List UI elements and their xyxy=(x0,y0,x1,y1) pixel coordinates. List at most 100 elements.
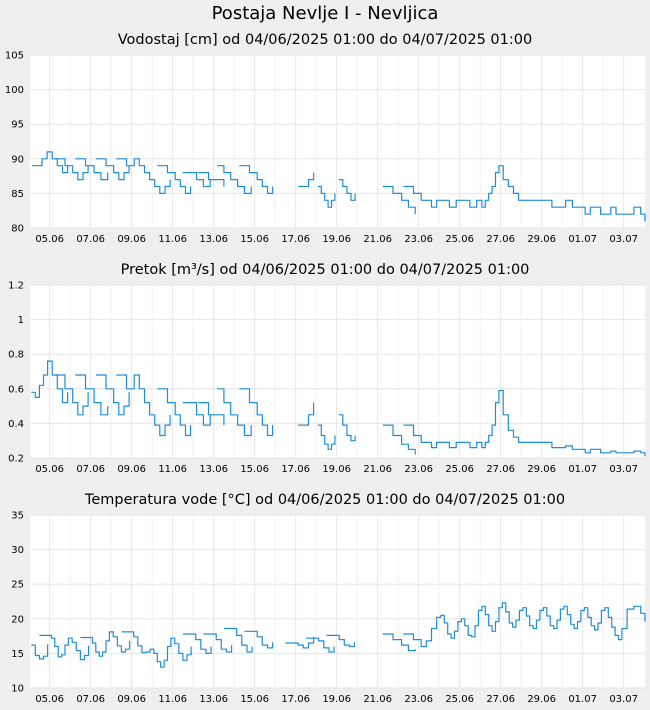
x-tick-label: 27.06 xyxy=(486,464,515,475)
x-tick-label: 03.07 xyxy=(609,464,638,475)
x-tick-label: 17.06 xyxy=(281,464,310,475)
y-tick-label: 95 xyxy=(11,120,24,131)
y-tick-label: 0.8 xyxy=(8,350,24,361)
chart-title-discharge: Pretok [m³/s] od 04/06/2025 01:00 do 04/… xyxy=(120,262,530,278)
x-tick-label: 25.06 xyxy=(445,234,474,245)
series-line-segment xyxy=(403,165,646,222)
x-tick-label: 05.06 xyxy=(35,234,64,245)
y-tick-label: 0.4 xyxy=(8,419,24,430)
y-tick-label: 15 xyxy=(11,649,24,660)
y-tick-label: 10 xyxy=(11,684,24,695)
y-tick-label: 100 xyxy=(5,85,24,96)
x-tick-label: 05.06 xyxy=(35,694,64,705)
series-line-segment xyxy=(317,185,336,208)
series-line-segment xyxy=(31,151,69,174)
series-line-segment xyxy=(338,414,356,442)
x-tick-label: 23.06 xyxy=(404,464,433,475)
series-line-segment xyxy=(298,172,315,188)
series-line-segment xyxy=(95,158,130,181)
series-line-segment xyxy=(75,158,109,181)
series-line-segment xyxy=(75,374,109,416)
y-tick-label: 80 xyxy=(11,224,24,235)
series-line-segment xyxy=(182,402,211,426)
series-line-segment xyxy=(403,389,646,457)
x-tick-label: 25.06 xyxy=(445,694,474,705)
x-tick-label: 07.06 xyxy=(76,234,105,245)
series-line-segment xyxy=(95,374,130,416)
series-line-segment xyxy=(54,158,89,181)
chart-title-water-level: Vodostaj [cm] od 04/06/2025 01:00 do 04/… xyxy=(117,32,533,48)
x-tick-label: 15.06 xyxy=(240,694,269,705)
x-tick-label: 27.06 xyxy=(486,234,515,245)
series-line-segment xyxy=(198,172,225,187)
series-line-segment xyxy=(121,631,192,668)
series-line-segment xyxy=(223,627,253,653)
series-line-segment xyxy=(317,424,336,450)
series-line-segment xyxy=(182,633,212,654)
x-tick-label: 11.06 xyxy=(158,464,187,475)
series-line-segment xyxy=(217,165,252,194)
series-line-segment xyxy=(244,630,274,649)
series-line-segment xyxy=(382,185,416,215)
series-line-segment xyxy=(182,172,211,188)
x-tick-label: 19.06 xyxy=(322,464,351,475)
y-tick-label: 0.6 xyxy=(8,384,24,395)
x-tick-label: 03.07 xyxy=(609,694,638,705)
series-line-segment xyxy=(54,374,89,416)
series-line-segment xyxy=(305,637,335,653)
series-line-segment xyxy=(31,360,69,404)
y-tick-label: 1 xyxy=(18,315,24,326)
page-title: Postaja Nevlje I - Nevljica xyxy=(211,3,439,24)
series-line-segment xyxy=(338,179,356,201)
x-tick-label: 21.06 xyxy=(363,464,392,475)
series-line-segment xyxy=(326,634,356,648)
y-tick-label: 20 xyxy=(11,614,24,625)
y-tick-label: 30 xyxy=(11,545,24,556)
y-tick-label: 90 xyxy=(11,154,24,165)
x-tick-label: 17.06 xyxy=(281,234,310,245)
series-line-segment xyxy=(203,633,233,653)
x-tick-label: 21.06 xyxy=(363,234,392,245)
y-tick-label: 1.2 xyxy=(8,281,24,292)
x-tick-label: 01.07 xyxy=(568,694,597,705)
series-line-segment xyxy=(80,631,131,657)
plot-area xyxy=(30,55,645,228)
y-tick-label: 0.2 xyxy=(8,454,24,465)
x-tick-label: 09.06 xyxy=(117,694,146,705)
series-line-segment xyxy=(157,388,192,437)
x-tick-label: 23.06 xyxy=(404,234,433,245)
x-tick-label: 11.06 xyxy=(158,694,187,705)
x-tick-label: 25.06 xyxy=(445,464,474,475)
x-tick-label: 17.06 xyxy=(281,694,310,705)
series-line-segment xyxy=(285,636,315,649)
x-tick-label: 19.06 xyxy=(322,694,351,705)
x-tick-label: 13.06 xyxy=(199,464,228,475)
series-line-segment xyxy=(39,634,90,661)
series-line-segment xyxy=(157,165,192,194)
series-line-segment xyxy=(31,644,49,660)
x-tick-label: 27.06 xyxy=(486,694,515,705)
x-tick-label: 13.06 xyxy=(199,694,228,705)
plot-area xyxy=(30,515,645,688)
series-line-segment xyxy=(382,633,416,652)
plot-area xyxy=(30,285,645,458)
x-tick-label: 23.06 xyxy=(404,694,433,705)
discharge-chart: 1.2 1 0.8 0.6 0.4 0.2 05.06 07.06 09.06 11.06 13.0… xyxy=(8,281,646,475)
x-tick-label: 09.06 xyxy=(117,234,146,245)
x-tick-label: 11.06 xyxy=(158,234,187,245)
x-tick-label: 03.07 xyxy=(609,234,638,245)
x-tick-label: 15.06 xyxy=(240,464,269,475)
y-tick-label: 25 xyxy=(11,580,24,591)
x-tick-label: 29.06 xyxy=(527,234,556,245)
series-line-segment xyxy=(198,402,225,426)
x-tick-label: 09.06 xyxy=(117,464,146,475)
x-tick-label: 21.06 xyxy=(363,694,392,705)
series-line-segment xyxy=(116,158,171,194)
series-line-segment xyxy=(239,388,274,437)
x-tick-label: 29.06 xyxy=(527,464,556,475)
y-tick-label: 35 xyxy=(11,511,24,522)
x-tick-label: 05.06 xyxy=(35,464,64,475)
x-tick-label: 01.07 xyxy=(568,464,597,475)
y-tick-label: 85 xyxy=(11,189,24,200)
water-level-chart: 105 100 95 90 85 80 05.06 07.06 09.06 11.06 13.06 1… xyxy=(5,51,646,245)
